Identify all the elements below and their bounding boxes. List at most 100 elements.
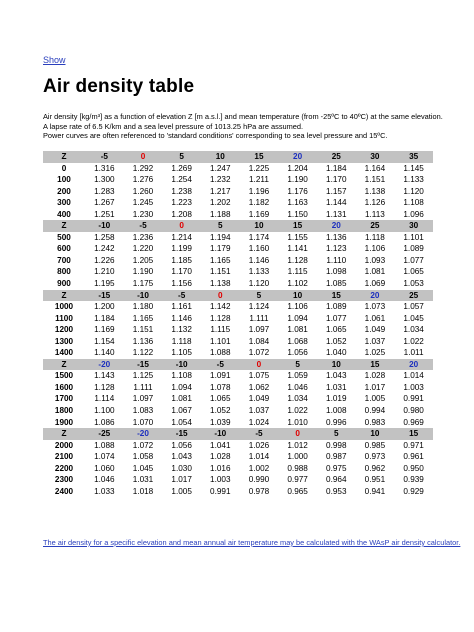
show-link[interactable]: Show (43, 55, 66, 65)
density-cell: 1.230 (132, 209, 154, 219)
density-cell: 1.043 (326, 371, 347, 381)
density-cell: 1.179 (210, 244, 231, 254)
density-cell: 1.155 (287, 232, 308, 242)
temperature-header-row: Z -10 -5 0 5 10 15 20 25 30 (43, 220, 433, 232)
density-cell: 1.276 (132, 175, 154, 185)
density-cell: 1.040 (326, 348, 347, 358)
elevation-cell: 1200 (54, 325, 74, 335)
density-cell: 1.238 (171, 186, 192, 196)
table-row: 2100 1.074 1.058 1.043 1.028 1.014 1.000 0.987 0… (43, 451, 433, 463)
elevation-cell: 500 (57, 232, 71, 242)
density-cell: 1.034 (287, 394, 308, 404)
density-cell: 1.010 (287, 417, 308, 427)
density-cell: 1.202 (210, 198, 231, 208)
density-cell: 1.125 (132, 371, 154, 381)
density-cell: 1.083 (132, 406, 154, 416)
density-cell: 1.165 (210, 255, 231, 265)
density-cell: 1.025 (364, 348, 386, 358)
elevation-cell: 0 (61, 163, 67, 173)
temperature-header-row: Z -15 -10 -5 0 5 10 15 20 25 (43, 289, 433, 302)
density-cell: 1.088 (94, 440, 115, 450)
density-cell: 0.964 (326, 475, 347, 485)
density-cell: 0.990 (248, 475, 270, 485)
density-cell: 0.962 (364, 463, 386, 473)
density-cell: 1.175 (132, 279, 154, 289)
density-cell: 1.122 (132, 348, 154, 358)
density-cell: 1.049 (364, 325, 386, 335)
elevation-cell: 1300 (54, 336, 74, 346)
temperature-header-cell: -20 (85, 358, 124, 371)
density-cell: 0.994 (364, 406, 386, 416)
temperature-header-cell: 10 (239, 220, 279, 232)
density-cell: 0.950 (403, 463, 424, 473)
temperature-header-cell: -15 (162, 428, 201, 440)
density-cell: 0.971 (403, 440, 424, 450)
table-row: 1500 1.143 1.125 1.108 1.091 1.075 1.059 1.043 1… (43, 370, 433, 382)
density-cell: 1.210 (94, 267, 115, 277)
density-cell: 1.002 (248, 463, 270, 473)
wasp-calculator-link[interactable]: The air density for a specific elevation… (43, 538, 461, 547)
density-cell: 1.043 (171, 452, 192, 462)
table-row: 1700 1.114 1.097 1.081 1.065 1.049 1.034 1.019 1… (43, 393, 433, 405)
density-cell: 1.094 (171, 382, 192, 392)
table-row: 400 1.251 1.230 1.208 1.188 1.169 1.150 1.131 1.… (43, 209, 433, 221)
density-cell: 0.939 (403, 475, 424, 485)
density-cell: 1.292 (132, 163, 154, 173)
temperature-header-cell: 0 (162, 220, 201, 232)
density-cell: 0.977 (287, 475, 308, 485)
temperature-header-row: Z -5 0 5 10 15 20 25 30 35 (43, 151, 433, 163)
density-cell: 1.154 (94, 336, 115, 346)
density-cell: 1.037 (364, 336, 386, 346)
elevation-cell: 1400 (54, 348, 74, 358)
temperature-header-cell: 35 (394, 151, 433, 163)
elevation-cell: 1000 (54, 302, 74, 312)
temperature-header-cell: 10 (355, 428, 395, 440)
density-cell: 1.034 (403, 325, 424, 335)
density-cell: 1.118 (364, 232, 385, 242)
temperature-header-cell: -10 (162, 358, 201, 371)
density-cell: 1.054 (171, 417, 192, 427)
temperature-header-cell: 0 (278, 428, 317, 440)
density-cell: 1.067 (171, 406, 192, 416)
density-cell: 1.199 (171, 244, 192, 254)
density-cell: 1.128 (210, 313, 231, 323)
density-cell: 1.142 (210, 302, 231, 312)
temperature-header-row: Z -20 -15 -10 -5 0 5 10 15 20 (43, 358, 433, 371)
density-cell: 1.085 (326, 279, 347, 289)
density-cell: 1.169 (94, 325, 115, 335)
density-cell: 0.978 (248, 486, 270, 496)
density-cell: 1.245 (132, 198, 154, 208)
z-header-cell: Z (43, 151, 85, 163)
density-cell: 1.251 (94, 209, 115, 219)
density-cell: 1.039 (210, 417, 231, 427)
density-cell: 1.075 (248, 371, 270, 381)
density-cell: 0.969 (403, 417, 424, 427)
density-cell: 1.217 (210, 186, 231, 196)
table-row: 2200 1.060 1.045 1.030 1.016 1.002 0.988 0.975 0… (43, 463, 433, 475)
density-cell: 1.156 (171, 279, 192, 289)
density-cell: 1.140 (94, 348, 115, 358)
temperature-header-cell: 15 (239, 151, 279, 163)
intro-text: Air density [kg/m³] as a function of ele… (43, 112, 474, 141)
temperature-header-cell: -10 (200, 428, 240, 440)
density-cell: 1.225 (248, 163, 270, 173)
density-cell: 1.190 (287, 175, 308, 185)
density-cell: 1.128 (287, 255, 308, 265)
temperature-header-cell: 5 (239, 289, 279, 302)
table-row: 900 1.195 1.175 1.156 1.138 1.120 1.102 1.085 1.… (43, 278, 433, 290)
density-cell: 1.065 (326, 325, 347, 335)
density-cell: 1.052 (326, 336, 347, 346)
density-cell: 1.111 (133, 382, 153, 392)
density-cell: 0.953 (326, 486, 347, 496)
density-cell: 1.022 (287, 406, 308, 416)
density-cell: 1.073 (364, 302, 386, 312)
density-cell: 1.151 (132, 325, 154, 335)
temperature-header-cell: 5 (316, 428, 356, 440)
density-cell: 1.100 (94, 406, 115, 416)
density-cell: 1.016 (210, 463, 231, 473)
intro-line: Power curves are often referenced to 'st… (43, 131, 388, 141)
temperature-header-cell: 10 (278, 289, 317, 302)
temperature-header-cell: 10 (316, 358, 356, 371)
density-cell: 1.184 (94, 313, 115, 323)
temperature-header-cell: 0 (239, 358, 279, 371)
